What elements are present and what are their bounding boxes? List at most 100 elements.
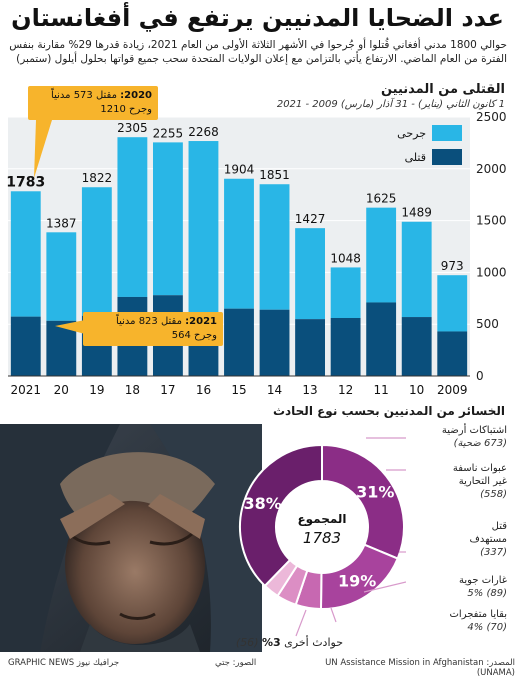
category-explosive-remnants-name: بقايا متفجرات: [449, 609, 508, 620]
x-tick-label: 17: [160, 383, 175, 397]
x-tick-label: 19: [89, 383, 104, 397]
category-other-percent: 3%: [261, 636, 281, 649]
bar-injured: [259, 184, 290, 310]
bar-total-label: 1851: [259, 168, 290, 182]
legend-label-killed: قتلى: [405, 151, 426, 164]
bar-total-label: 1489: [401, 206, 432, 220]
callout-2021-pointer: [55, 320, 85, 334]
category-ieds: عبوات ناسفة غير التحارية (558): [445, 462, 507, 501]
category-explosive-remnants: بقايا متفجرات (70) 4%: [450, 608, 508, 634]
donut-percent-label: 38%: [244, 494, 282, 513]
category-airstrikes-count: (89) 5%: [467, 588, 507, 599]
donut-slice: [321, 443, 405, 560]
photo-grieving-woman: [0, 424, 262, 652]
donut-hole: [278, 483, 366, 571]
category-ieds-count: (558): [480, 489, 507, 500]
donut-percent-label: 31%: [356, 483, 394, 502]
x-tick-label: 20: [54, 383, 69, 397]
bar-injured: [81, 187, 112, 316]
category-other-name: حوادث أخرى: [284, 636, 343, 649]
donut-percent-label: 19%: [338, 571, 376, 590]
callout-2020-line2: وجرح 1210: [100, 104, 152, 115]
x-tick-label: 2021: [10, 383, 41, 397]
footer-photo-credit: الصور: جتي: [215, 658, 257, 668]
bar-injured: [437, 275, 468, 332]
category-ground-clashes: اشتباكات أرضية (673 ضحية): [442, 424, 507, 450]
x-tick-label: 11: [374, 383, 389, 397]
callout-2021-line2: وجرح 564: [171, 330, 217, 341]
bar-total-label: 1048: [330, 251, 361, 265]
x-tick-label: 12: [338, 383, 353, 397]
donut-leader-line: [295, 609, 307, 637]
bar-killed: [259, 309, 290, 376]
donut-leader-line: [330, 607, 337, 623]
donut-chart-title: الخسائر من المدنيين بحسب نوع الحادث: [272, 404, 505, 418]
footer-source: المصدر: UN Assistance Mission in Afghani…: [325, 658, 515, 678]
category-ground-clashes-count: (673 ضحية): [453, 438, 507, 449]
callout-2021-line1: مقتل 823 مدنياً: [116, 316, 182, 327]
callout-2020-pointer: [34, 120, 52, 178]
bar-killed: [295, 319, 326, 376]
y-tick-label: 1500: [476, 214, 507, 228]
intro-text: حوالي 1800 مدني أفغاني قُتلوا أو جُرحوا …: [9, 39, 507, 65]
category-ieds-name: عبوات ناسفة غير التحارية: [452, 463, 507, 487]
bar-killed: [224, 308, 254, 376]
donut-slice: [263, 558, 299, 598]
y-tick-label: 500: [476, 317, 499, 331]
callout-2020: 2020: مقتل 573 مدنياً وجرح 1210: [28, 86, 158, 120]
callout-2020-year: 2020:: [120, 90, 152, 101]
bar-chart-subtitle: 1 كانون الثاني (يناير) - 31 آذار (مارس) …: [276, 99, 505, 110]
bar-injured: [117, 137, 148, 297]
bar-chart: 0 500 1000 1500 2000 2500 1783 2021 1387 20 1822 19…: [6, 110, 507, 397]
x-tick-label: 10: [409, 383, 424, 397]
category-airstrikes: غارات جوية (89) 5%: [459, 574, 507, 600]
category-explosive-remnants-count: (70) 4%: [467, 622, 507, 633]
callout-2021-year: 2021:: [185, 316, 217, 327]
y-tick-label: 2500: [476, 110, 507, 124]
bar-injured: [295, 228, 326, 320]
bar-injured: [330, 267, 361, 318]
y-tick-label: 0: [476, 369, 484, 383]
bar-injured: [10, 191, 41, 317]
callout-2020-line1: مقتل 573 مدنياً: [51, 90, 117, 101]
bar-total-label: 973: [441, 259, 464, 273]
bar-total-label: 2268: [188, 125, 219, 139]
bar-killed: [330, 317, 361, 376]
callout-2021: 2021: مقتل 823 مدنياً وجرح 564: [83, 312, 223, 346]
category-targeted-killing-count: (337): [480, 547, 507, 558]
bar-total-label: 1904: [224, 163, 255, 177]
donut-slice: [239, 443, 323, 588]
bar-injured: [188, 141, 219, 314]
donut-total-label: المجموع: [297, 512, 346, 527]
x-tick-label: 2009: [437, 383, 468, 397]
legend-swatch-injured: [432, 125, 462, 141]
category-targeted-killing-name: قتل مستهدف: [469, 521, 507, 545]
x-tick-label: 13: [302, 383, 317, 397]
bar-killed: [10, 316, 41, 376]
bar-injured: [401, 221, 432, 318]
bar-killed: [437, 331, 468, 376]
bar-injured: [46, 232, 77, 321]
donut-leader-line: [363, 581, 406, 593]
donut-total-value: 1783: [303, 529, 341, 547]
legend-swatch-killed: [432, 149, 462, 165]
category-other: حوادث أخرى 3% (56): [236, 636, 343, 649]
category-airstrikes-name: غارات جوية: [459, 575, 507, 586]
y-tick-label: 1000: [476, 265, 507, 279]
bar-injured: [366, 207, 397, 303]
page-title: عدد الضحايا المدنيين يرتفع في أفغانستان: [11, 4, 504, 32]
legend-label-injured: جرحى: [397, 127, 426, 140]
category-other-count: (56): [235, 636, 259, 649]
category-targeted-killing: قتل مستهدف (337): [457, 520, 507, 559]
bar-total-label: 1625: [366, 192, 397, 206]
donut-chart: 38% 31% 19% المجموع 1783: [239, 437, 406, 637]
bar-total-label: 1387: [46, 216, 77, 230]
bar-total-label: 1822: [82, 171, 113, 185]
x-tick-label: 15: [231, 383, 246, 397]
x-tick-label: 16: [196, 383, 211, 397]
bar-total-label: 2255: [153, 126, 184, 140]
bar-killed: [366, 302, 397, 376]
x-tick-label: 14: [267, 383, 282, 397]
footer-brand: GRAPHIC NEWS جرافيك نيوز: [8, 658, 120, 668]
bar-total-label: 1427: [295, 212, 326, 226]
